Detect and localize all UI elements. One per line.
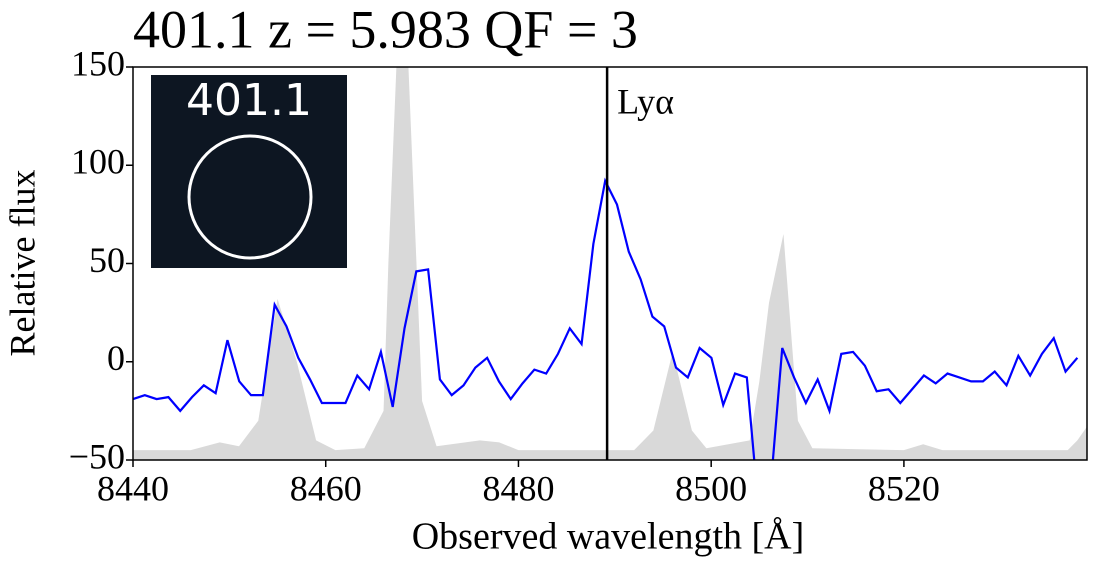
inset-image — [151, 75, 347, 268]
plot-area — [133, 67, 1087, 460]
annotation: Lyα — [617, 81, 674, 121]
y-tick-label: −50 — [69, 436, 125, 476]
spectrum-line — [133, 177, 1079, 460]
y-axis-label: Relative flux — [2, 170, 42, 357]
y-tick-label: 100 — [71, 142, 125, 182]
x-tick-label: 8440 — [97, 468, 169, 508]
inset-label: 401.1 — [186, 75, 312, 126]
y-tick-label: 0 — [107, 338, 125, 378]
x-tick-label: 8500 — [675, 468, 747, 508]
y-tick-label: 50 — [89, 240, 125, 280]
x-tick-label: 8520 — [868, 468, 940, 508]
chart-title: 401.1 z = 5.983 QF = 3 — [133, 0, 638, 59]
x-tick-label: 8460 — [290, 468, 362, 508]
aperture-circle — [187, 134, 313, 260]
x-axis-label: Observed wavelength [Å] — [412, 516, 805, 558]
y-tick-label: 150 — [71, 43, 125, 83]
x-tick-label: 8480 — [482, 468, 554, 508]
